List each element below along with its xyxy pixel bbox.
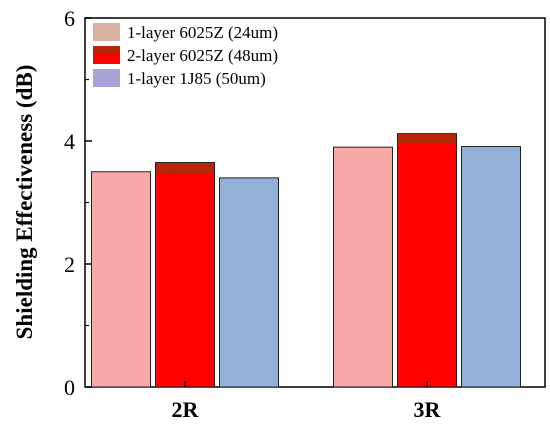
x-tick-label-2r: 2R bbox=[172, 397, 200, 422]
y-tick-label-1: 2 bbox=[64, 252, 75, 277]
bar-3r-series-2 bbox=[397, 133, 457, 388]
y-tick-label-0: 0 bbox=[64, 375, 75, 400]
legend-label-3: 1-layer 1J85 (50um) bbox=[127, 69, 266, 88]
x-tick-label-3r: 3R bbox=[414, 397, 442, 422]
bar-cap-3r-series-2 bbox=[398, 134, 456, 145]
legend-swatch-3 bbox=[93, 69, 120, 87]
y-axis-title: Shielding Effectiveness (dB) bbox=[12, 65, 37, 340]
plot-area: 0 2 4 6 2R 3R bbox=[64, 6, 546, 422]
bar-2r-series-2 bbox=[155, 162, 215, 388]
y-tick-label-3: 6 bbox=[64, 6, 75, 31]
bar-2r-series-3 bbox=[219, 177, 279, 388]
bar-2r-series-1 bbox=[91, 171, 151, 388]
legend-label-1: 1-layer 6025Z (24um) bbox=[127, 23, 278, 42]
bar-3r-series-3 bbox=[461, 146, 521, 388]
legend-swatch-1 bbox=[93, 23, 120, 41]
x-axis-ticks: 2R 3R bbox=[172, 381, 442, 422]
bars-layer bbox=[91, 133, 521, 388]
y-axis-ticks: 0 2 4 6 bbox=[64, 6, 92, 400]
bar-3r-series-1 bbox=[333, 146, 393, 388]
bar-cap-2r-series-2 bbox=[156, 163, 214, 174]
y-tick-label-2: 4 bbox=[64, 129, 75, 154]
legend-label-2: 2-layer 6025Z (48um) bbox=[127, 46, 278, 65]
legend-swatch-2-cap bbox=[93, 46, 120, 53]
legend: 1-layer 6025Z (24um) 2-layer 6025Z (48um… bbox=[93, 23, 278, 88]
